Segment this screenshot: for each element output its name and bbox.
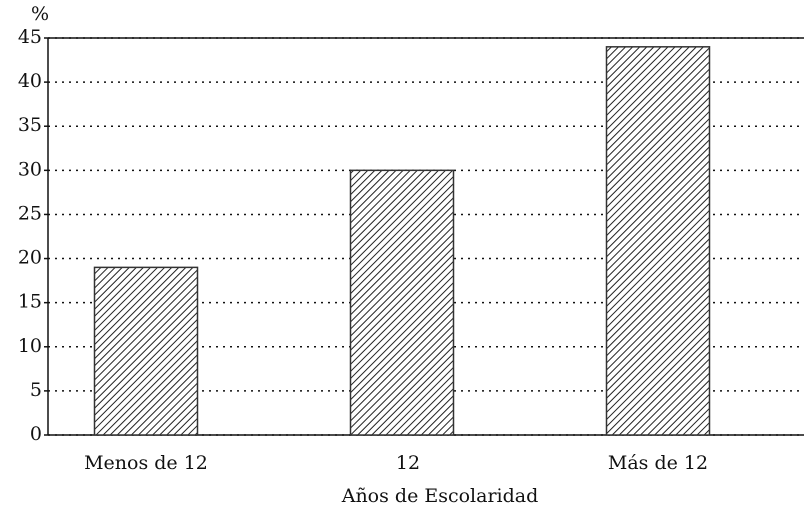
bar (93, 266, 199, 436)
y-tick-label: 35 (18, 114, 42, 136)
y-tick-label: 10 (18, 335, 42, 357)
x-axis-label: Años de Escolaridad (341, 485, 539, 507)
bar (349, 169, 455, 436)
x-tick-label: Menos de 12 (84, 452, 208, 474)
y-tick-label: 45 (18, 26, 42, 48)
y-tick-label: 0 (30, 423, 42, 445)
y-tick-label: 15 (18, 291, 42, 313)
y-tick-label: 20 (18, 247, 42, 269)
x-tick-label: Más de 12 (608, 452, 708, 474)
x-tick-label: 12 (396, 452, 420, 474)
y-tick-label: 5 (30, 379, 42, 401)
y-tick-label: 25 (18, 202, 42, 224)
bar (605, 46, 711, 436)
y-tick-label: 40 (18, 70, 42, 92)
y-tick-label: 30 (18, 158, 42, 180)
y-axis-label: % (31, 3, 49, 25)
